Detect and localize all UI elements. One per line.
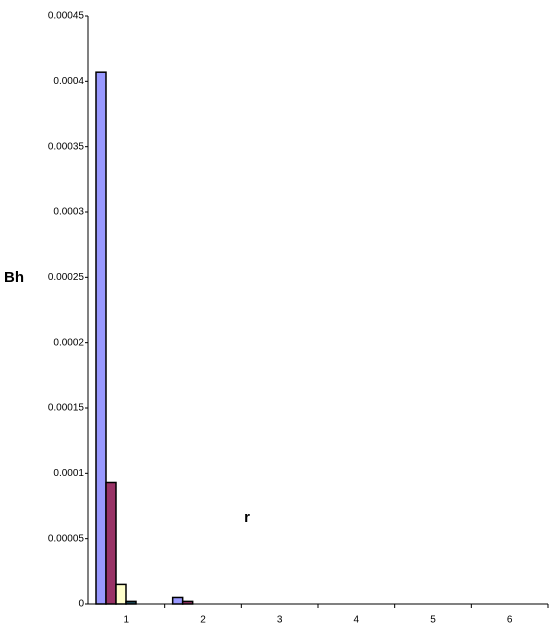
y-tick-label: 0.00015 <box>48 403 85 414</box>
y-tick-label: 0.0001 <box>53 468 84 479</box>
bar <box>105 481 117 605</box>
y-axis-title: Bh <box>4 269 24 286</box>
x-axis-title: r <box>244 509 250 526</box>
bar <box>171 596 184 605</box>
x-tick-label: 3 <box>277 615 283 626</box>
y-tick-label: 0.0003 <box>53 207 84 218</box>
bar <box>95 71 107 605</box>
x-tick-label: 2 <box>200 615 206 626</box>
y-tick-label: 0.0002 <box>53 337 84 348</box>
x-tick-label: 5 <box>430 615 436 626</box>
y-tick-label: 0.00025 <box>48 272 85 283</box>
x-tick-label: 6 <box>507 615 513 626</box>
y-tick-label: 0.00005 <box>48 533 85 544</box>
y-tick-label: 0.00035 <box>48 141 85 152</box>
x-tick-label: 4 <box>354 615 360 626</box>
bar <box>115 583 127 605</box>
x-tick-label: 1 <box>124 615 130 626</box>
y-tick-label: 0.0004 <box>53 76 84 87</box>
y-tick-label: 0 <box>78 599 84 610</box>
y-tick-label: 0.00045 <box>48 11 85 22</box>
